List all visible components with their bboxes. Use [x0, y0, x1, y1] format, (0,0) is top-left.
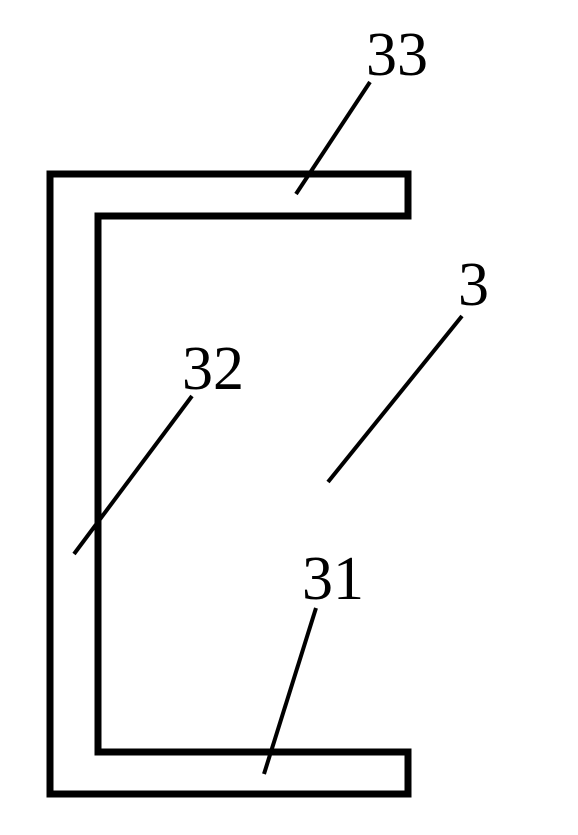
label-3: 3 — [458, 254, 489, 316]
leader-32 — [74, 396, 192, 554]
label-31: 31 — [302, 548, 364, 610]
c-channel-outline — [50, 174, 408, 794]
label-32: 32 — [182, 338, 244, 400]
label-33: 33 — [366, 24, 428, 86]
leader-3 — [328, 316, 462, 482]
diagram-svg — [0, 0, 578, 835]
diagram-canvas: 33 3 32 31 — [0, 0, 578, 835]
